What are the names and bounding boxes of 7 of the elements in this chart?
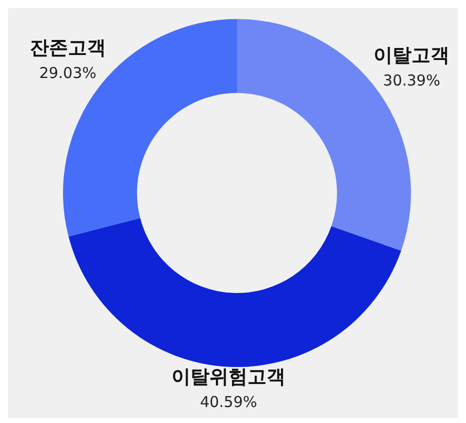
donut-slice <box>68 218 402 367</box>
data-label: 30.39% <box>383 71 440 90</box>
data-label: 40.59% <box>200 392 258 411</box>
slice-label: 이탈고객 <box>374 44 450 66</box>
data-label: 29.03% <box>39 64 96 82</box>
slice-label: 이탈위험고객 <box>172 366 286 388</box>
slice-label: 잔존고객 <box>30 36 106 59</box>
